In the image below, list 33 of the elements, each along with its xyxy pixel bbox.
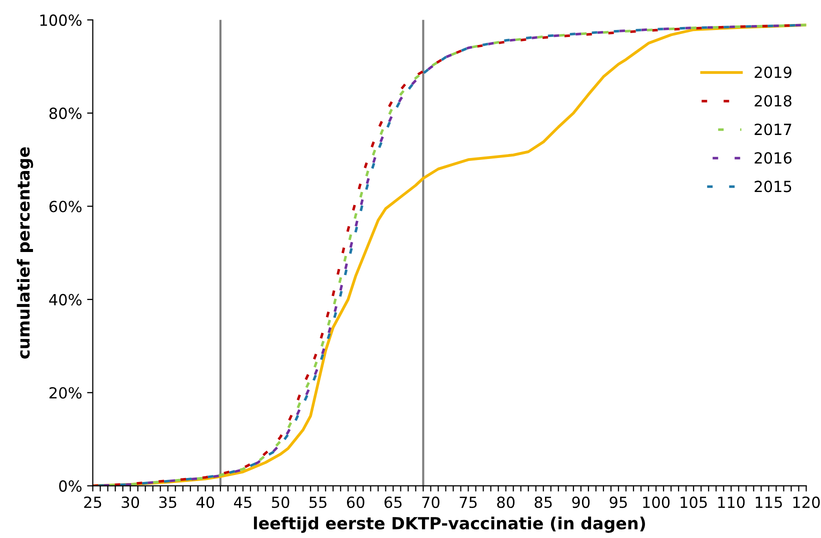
x-tick-label: 105 [680,496,707,508]
y-axis-title: cumulatief percentage [16,147,34,359]
legend-label: 2019 [754,66,792,78]
x-tick-label: 45 [234,496,252,508]
y-tick-label: 80% [49,108,82,120]
x-tick-label: 70 [422,496,440,508]
legend-label: 2016 [754,152,792,164]
x-tick-label: 75 [460,496,477,508]
x-tick-label: 110 [718,496,745,508]
x-tick-label: 100 [643,496,670,508]
x-tick-label: 40 [196,496,214,508]
y-tick-label: 0% [59,480,82,492]
x-tick-label: 50 [272,496,290,508]
y-tick-label: 60% [49,200,82,212]
x-tick-label: 35 [159,496,176,508]
y-tick-label: 20% [50,387,82,399]
legend-label: 2018 [754,95,792,107]
x-tick-label: 120 [793,496,820,508]
x-tick-label: 85 [534,496,552,508]
y-tick-label: 40% [49,294,82,306]
x-tick-label: 65 [384,496,402,508]
x-tick-label: 115 [756,496,782,508]
x-tick-label: 60 [346,496,364,508]
legend-label: 2015 [754,180,792,192]
x-tick-label: 80 [497,496,515,508]
x-tick-label: 25 [84,496,102,508]
x-tick-label: 95 [610,496,627,508]
y-tick-label: 100% [40,14,82,26]
legend-label: 2017 [754,124,792,136]
x-tick-label: 30 [122,496,140,508]
x-axis-title: leeftijd eerste DKTP-vaccinatie (in dagen) [254,516,645,533]
x-tick-label: 55 [310,496,326,508]
x-tick-label: 90 [572,496,590,508]
